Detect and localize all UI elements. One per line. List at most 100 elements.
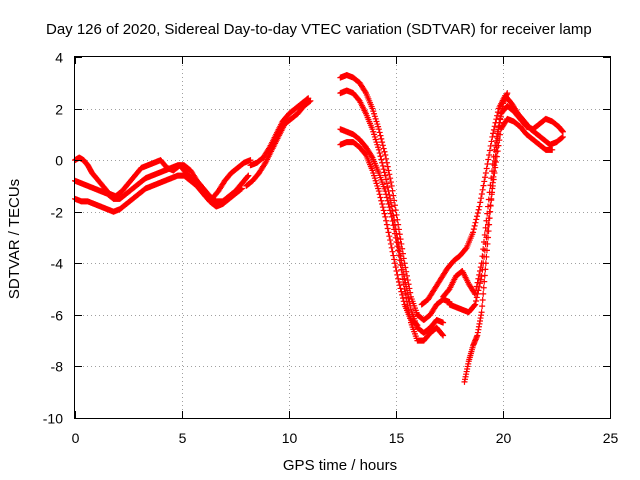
data-point bbox=[413, 321, 420, 328]
data-point bbox=[487, 142, 494, 149]
data-point bbox=[381, 169, 388, 176]
data-point bbox=[392, 234, 399, 241]
data-point bbox=[385, 167, 392, 174]
data-point bbox=[387, 179, 394, 186]
data-point bbox=[490, 173, 497, 180]
data-point bbox=[379, 200, 386, 207]
y-tick-label: -8 bbox=[51, 359, 64, 375]
data-point bbox=[470, 226, 477, 233]
y-tick-label: -6 bbox=[51, 308, 64, 324]
data-point bbox=[388, 182, 395, 189]
data-point bbox=[387, 175, 394, 182]
data-point bbox=[388, 244, 395, 251]
axis-ticks bbox=[75, 57, 611, 419]
data-point bbox=[485, 234, 492, 241]
series-track-4 bbox=[247, 95, 312, 169]
data-point bbox=[379, 159, 386, 166]
data-point bbox=[493, 159, 500, 166]
data-point bbox=[390, 252, 397, 259]
data-point bbox=[392, 207, 399, 214]
data-point bbox=[559, 128, 566, 135]
y-tick-label: -10 bbox=[43, 411, 63, 427]
data-point bbox=[485, 228, 492, 235]
data-point bbox=[384, 225, 391, 232]
data-point bbox=[388, 213, 395, 220]
data-point bbox=[472, 297, 479, 304]
data-point bbox=[439, 331, 446, 338]
plot-frame bbox=[74, 56, 611, 419]
data-point bbox=[481, 178, 488, 185]
data-point bbox=[383, 180, 390, 187]
data-point bbox=[362, 88, 369, 95]
data-point bbox=[400, 281, 407, 288]
y-tick-label: 2 bbox=[55, 102, 63, 118]
data-point bbox=[488, 191, 495, 198]
series-track-1 bbox=[72, 154, 254, 202]
data-point bbox=[386, 204, 393, 211]
data-point bbox=[479, 303, 486, 310]
data-point bbox=[391, 260, 398, 267]
data-point bbox=[376, 150, 383, 157]
data-point bbox=[475, 287, 482, 294]
data-point bbox=[504, 90, 511, 97]
data-point bbox=[472, 219, 479, 226]
data-point bbox=[378, 135, 385, 142]
series-track-5 bbox=[243, 97, 314, 189]
data-point bbox=[397, 236, 404, 243]
data-point bbox=[386, 171, 393, 178]
data-point bbox=[396, 282, 403, 289]
data-point bbox=[375, 126, 382, 133]
data-point bbox=[484, 240, 491, 247]
data-point bbox=[376, 129, 383, 136]
data-point bbox=[403, 294, 410, 301]
data-point bbox=[307, 97, 314, 104]
data-point bbox=[559, 134, 566, 141]
data-point bbox=[394, 243, 401, 250]
data-point bbox=[381, 210, 388, 217]
data-point bbox=[385, 200, 392, 207]
series-track-8 bbox=[337, 126, 447, 344]
data-point bbox=[399, 295, 406, 302]
data-point bbox=[475, 206, 482, 213]
data-point bbox=[382, 213, 389, 220]
data-point bbox=[389, 218, 396, 225]
data-point bbox=[401, 286, 408, 293]
data-point bbox=[383, 221, 390, 228]
data-point bbox=[486, 215, 493, 222]
data-point bbox=[391, 230, 398, 237]
data-point bbox=[384, 197, 391, 204]
data-point bbox=[306, 98, 313, 105]
data-point bbox=[376, 191, 383, 198]
data-point bbox=[393, 239, 400, 246]
data-point bbox=[387, 210, 394, 217]
data-point bbox=[478, 273, 485, 280]
data-point bbox=[384, 163, 391, 170]
data-point bbox=[377, 153, 384, 160]
data-point bbox=[395, 247, 402, 254]
data-point bbox=[486, 151, 493, 158]
data-point bbox=[396, 257, 403, 264]
data-point bbox=[383, 155, 390, 162]
data-point bbox=[398, 240, 405, 247]
series-track-9 bbox=[337, 139, 421, 329]
tick-labels: 0 5 10 15 20 25 -10 -8 -6 -4 -2 0 2 4 bbox=[43, 50, 619, 447]
data-point bbox=[383, 194, 390, 201]
data-point bbox=[559, 133, 566, 140]
data-point bbox=[485, 156, 492, 163]
data-point bbox=[486, 221, 493, 228]
data-point bbox=[238, 186, 245, 193]
data-point bbox=[383, 191, 390, 198]
data-point bbox=[389, 248, 396, 255]
y-axis-label: SDTVAR / TECUs bbox=[6, 179, 23, 299]
series-track-13 bbox=[461, 90, 511, 385]
data-point bbox=[393, 211, 400, 218]
data-point bbox=[238, 185, 245, 192]
x-tick-label: 0 bbox=[72, 430, 80, 446]
data-point bbox=[476, 283, 483, 290]
data-point bbox=[397, 261, 404, 268]
data-point bbox=[482, 224, 489, 231]
data-point bbox=[368, 153, 375, 160]
data-point bbox=[474, 213, 481, 220]
data-point bbox=[477, 276, 484, 283]
data-point bbox=[379, 204, 386, 211]
